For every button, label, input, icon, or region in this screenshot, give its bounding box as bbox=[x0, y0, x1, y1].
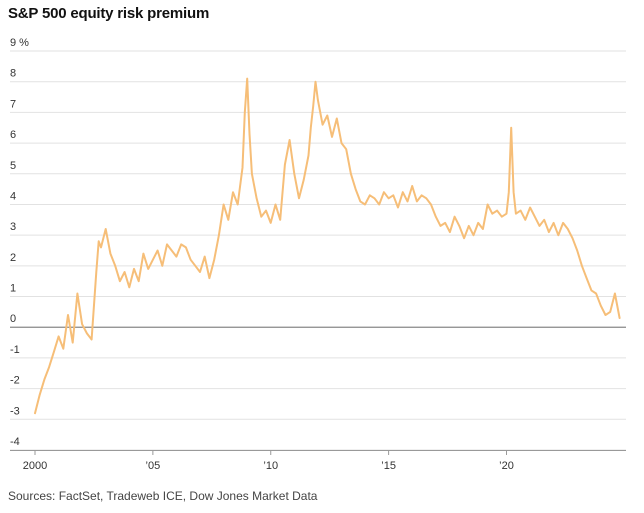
chart-title: S&P 500 equity risk premium bbox=[8, 5, 210, 22]
x-tick-label-’15: ’15 bbox=[381, 460, 396, 472]
y-tick-label-0: 0 bbox=[10, 313, 16, 325]
y-tick-label--1: -1 bbox=[10, 344, 20, 356]
series-line-0 bbox=[34, 77, 621, 415]
y-tick-label--2: -2 bbox=[10, 375, 20, 387]
x-tick-label-’10: ’10 bbox=[263, 460, 278, 472]
y-tick-label-8: 8 bbox=[10, 68, 16, 80]
y-tick-label-4: 4 bbox=[10, 190, 16, 202]
x-tick-label-’05: ’05 bbox=[146, 460, 161, 472]
y-tick-label-6: 6 bbox=[10, 129, 16, 141]
chart-source-note: Sources: FactSet, Tradeweb ICE, Dow Jone… bbox=[8, 489, 318, 503]
y-tick-label-3: 3 bbox=[10, 221, 16, 233]
series-lines bbox=[34, 77, 621, 415]
x-tick-label-’20: ’20 bbox=[499, 460, 514, 472]
y-tick-label-7: 7 bbox=[10, 98, 16, 110]
x-tick-label-2000: 2000 bbox=[23, 460, 47, 472]
y-tick-label--4: -4 bbox=[10, 436, 20, 448]
y-axis-tick-labels: 9 % 8 7 6 5 4 3 2 1 0 -1 -2 -3 -4 bbox=[10, 37, 29, 448]
x-axis: 2000 ’05 ’10 ’15 ’20 bbox=[10, 450, 626, 472]
y-tick-label-1: 1 bbox=[10, 283, 16, 295]
y-tick-label--3: -3 bbox=[10, 405, 20, 417]
grid-lines bbox=[10, 50, 626, 451]
y-tick-label-2: 2 bbox=[10, 252, 16, 264]
y-tick-label-5: 5 bbox=[10, 160, 16, 172]
y-tick-label-9: 9 % bbox=[10, 37, 29, 49]
